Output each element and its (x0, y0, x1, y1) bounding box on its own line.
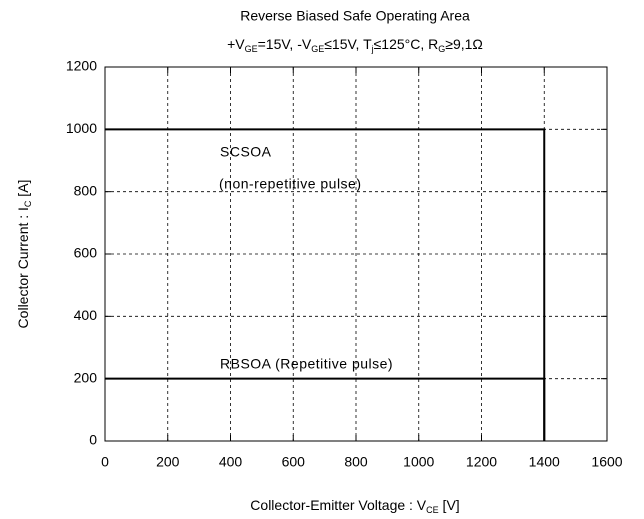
series-line (105, 128, 546, 441)
chart-subtitle-part: G (438, 44, 445, 54)
chart-subtitle: +VGE=15V, -VGE≤15V, Tj≤125°C, RG≥9,1Ω (227, 36, 483, 55)
chart-subtitle-part: ≤125°C, R (374, 36, 439, 52)
y-tick-label: 400 (74, 307, 98, 323)
annotation: (non-repetitive pulse) (219, 176, 362, 192)
x-tick-label: 1000 (403, 454, 434, 470)
chart-subtitle-part: =15V, -V (258, 36, 312, 52)
x-tick-label: 400 (219, 454, 243, 470)
y-tick-label: 800 (74, 182, 98, 198)
chart-subtitle-part: j (371, 44, 374, 54)
chart-subtitle-part: +V (227, 36, 245, 52)
chart-subtitle-part: ≥9,1Ω (445, 36, 483, 52)
x-axis-label-part: [V] (439, 497, 460, 513)
chart-title: Reverse Biased Safe Operating Area (240, 8, 470, 24)
y-tick-label: 1200 (66, 58, 97, 74)
chart-subtitle-part: ≤15V, T (324, 36, 372, 52)
x-axis-label-part: CE (426, 505, 439, 515)
x-tick-label: 800 (344, 454, 368, 470)
y-tick-label: 0 (89, 432, 97, 448)
x-tick-label: 1200 (466, 454, 497, 470)
x-tick-label: 1600 (591, 454, 622, 470)
chart-subtitle-part: GE (245, 44, 258, 54)
y-axis-label-part: C (23, 200, 33, 207)
annotation: RBSOA (Repetitive pulse) (220, 356, 393, 372)
y-tick-label: 200 (74, 369, 98, 385)
x-axis-label-part: Collector-Emitter Voltage : V (250, 497, 427, 513)
y-tick-label: 600 (74, 245, 98, 261)
chart-subtitle-part: GE (311, 44, 324, 54)
series-line (105, 377, 546, 441)
x-tick-label: 600 (282, 454, 306, 470)
y-axis-label-part: Collector Current : I (15, 207, 31, 328)
y-axis-label: Collector Current : IC [A] (15, 180, 34, 329)
y-tick-label: 1000 (66, 120, 97, 136)
x-tick-label: 1400 (529, 454, 560, 470)
y-axis-label-part: [A] (15, 180, 31, 201)
x-tick-label: 200 (156, 454, 180, 470)
x-tick-label: 0 (101, 454, 109, 470)
annotation: SCSOA (220, 144, 272, 160)
plot-frame (104, 66, 608, 442)
x-axis-label: Collector-Emitter Voltage : VCE [V] (250, 497, 459, 516)
